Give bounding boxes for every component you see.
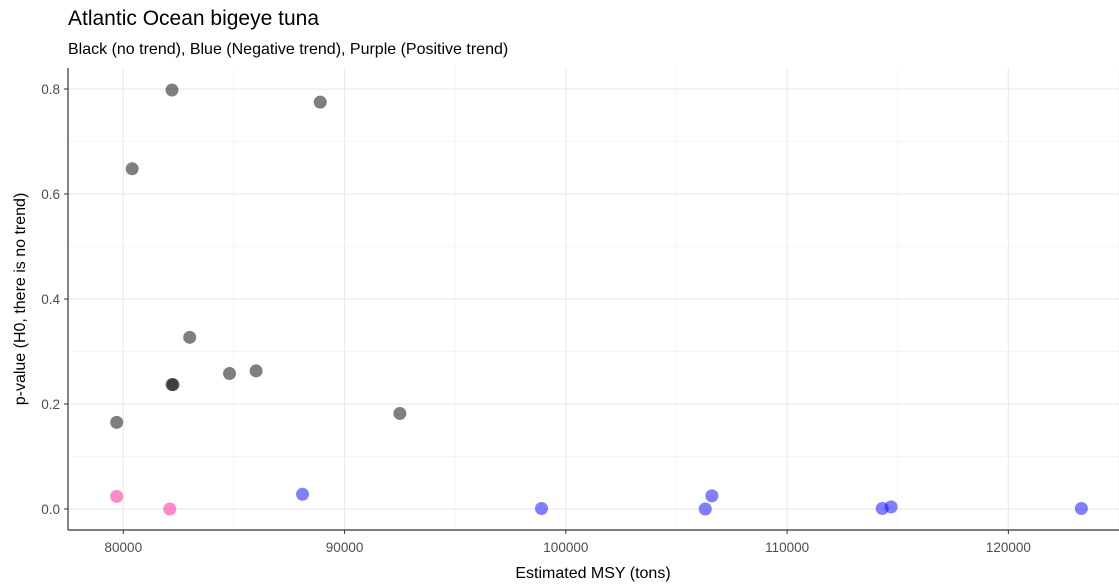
data-point xyxy=(249,364,263,378)
data-point xyxy=(296,487,310,501)
data-point xyxy=(165,83,179,97)
data-point xyxy=(884,500,898,514)
data-point xyxy=(163,502,177,516)
y-tick-label: 0.6 xyxy=(41,187,60,202)
x-tick-label: 120000 xyxy=(986,540,1031,555)
data-point xyxy=(535,501,549,515)
chart-subtitle: Black (no trend), Blue (Negative trend),… xyxy=(68,41,508,58)
x-tick-label: 100000 xyxy=(543,540,588,555)
data-point xyxy=(223,367,237,381)
data-point xyxy=(110,415,124,429)
y-tick-label: 0.8 xyxy=(41,82,60,97)
data-point xyxy=(110,489,124,503)
data-point xyxy=(1074,501,1088,515)
y-tick-label: 0.0 xyxy=(41,502,60,517)
grid-lines xyxy=(68,68,1119,530)
data-point xyxy=(125,162,139,176)
x-tick-label: 90000 xyxy=(326,540,364,555)
x-tick-label: 80000 xyxy=(105,540,143,555)
data-point xyxy=(183,330,197,344)
data-point xyxy=(313,95,327,109)
data-point xyxy=(698,502,712,516)
data-point xyxy=(705,489,719,503)
data-point xyxy=(393,406,407,420)
data-points xyxy=(110,83,1088,516)
chart-title: Atlantic Ocean bigeye tuna xyxy=(68,7,319,30)
y-axis-title: p-value (H0, there is no trend) xyxy=(12,193,29,406)
y-tick-label: 0.2 xyxy=(41,397,60,412)
y-tick-label: 0.4 xyxy=(41,292,60,307)
tick-labels: 80000 90000 100000 110000 120000 0.0 0.2 0.4 0.6… xyxy=(41,82,1031,555)
x-axis-title: Estimated MSY (tons) xyxy=(515,565,670,582)
data-point xyxy=(166,378,180,392)
x-tick-label: 110000 xyxy=(765,540,809,555)
